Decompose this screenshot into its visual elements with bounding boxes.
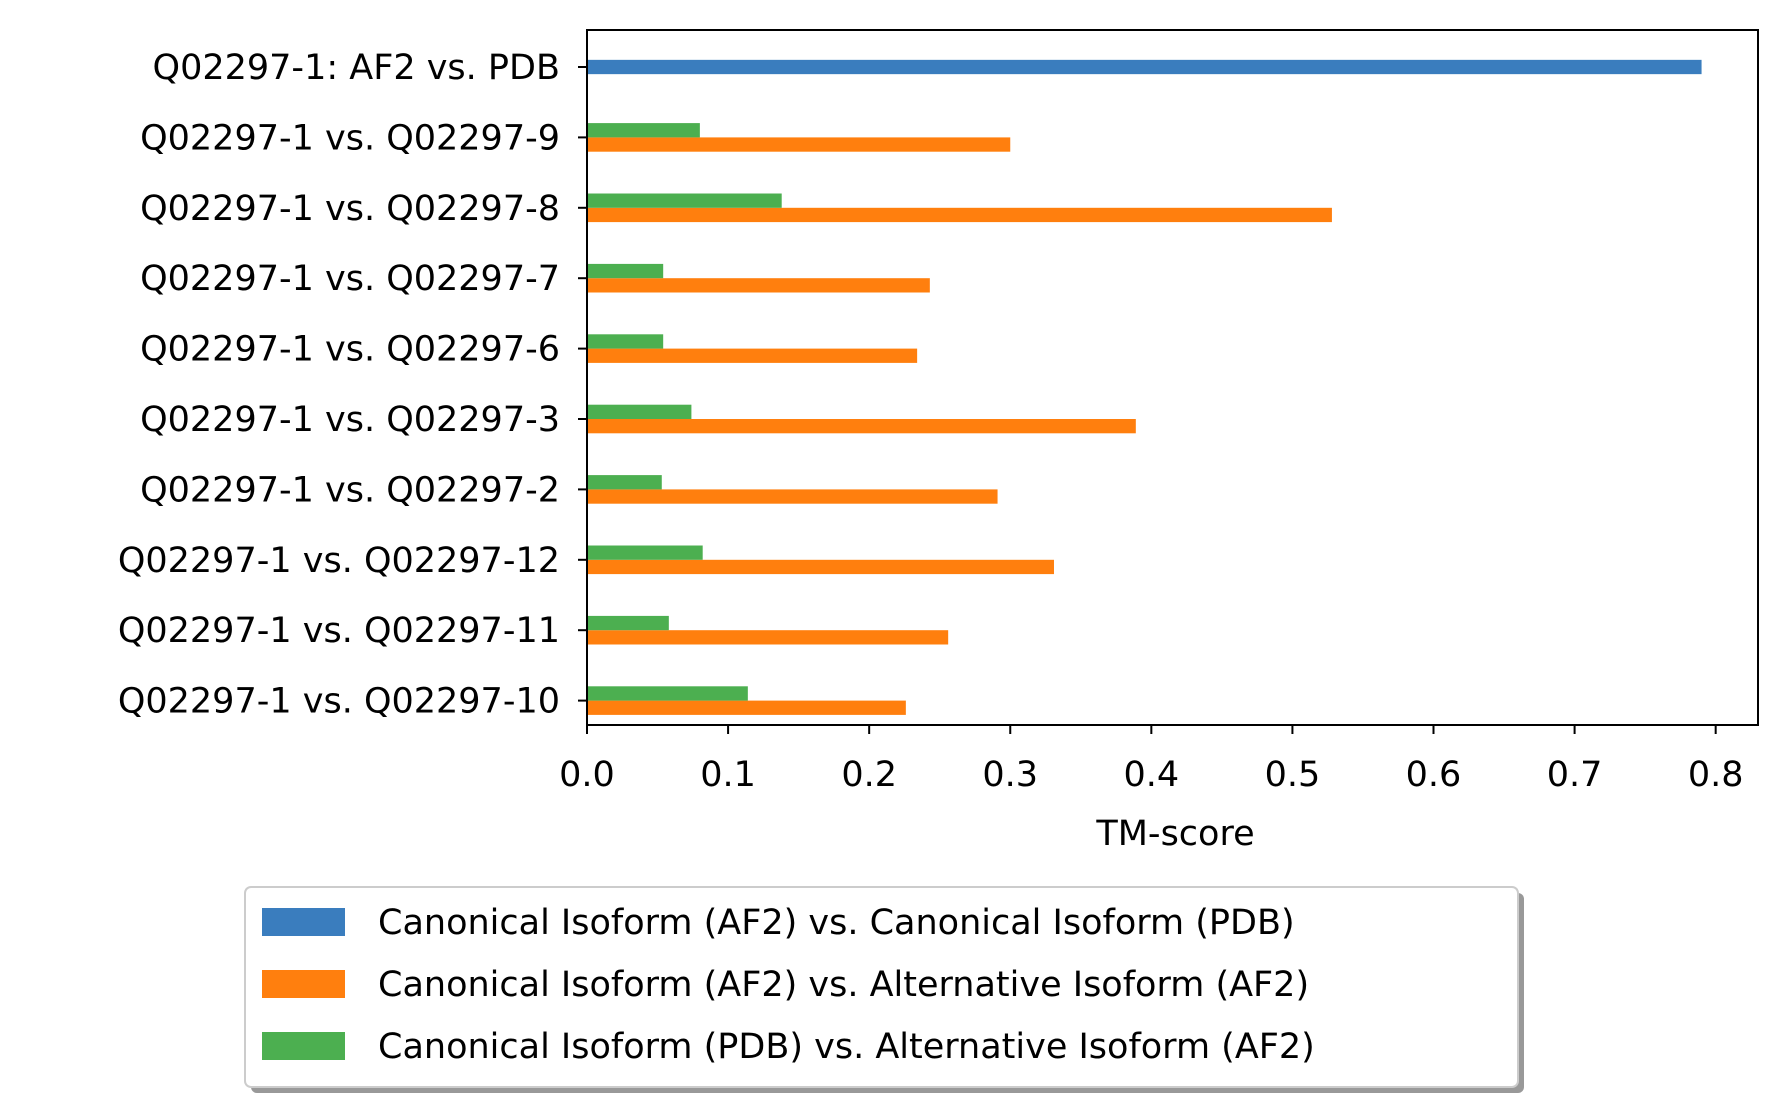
x-tick-label: 0.4 xyxy=(1124,755,1180,795)
bar-series-1-row-2 xyxy=(587,207,1332,223)
legend-label: Canonical Isoform (PDB) vs. Alternative … xyxy=(378,1027,1315,1067)
bar-series-1-row-6 xyxy=(587,489,998,504)
bar-series-2-row-3 xyxy=(587,263,664,279)
y-tick-label: Q02297-1 vs. Q02297-3 xyxy=(140,400,560,440)
legend-swatch xyxy=(262,908,345,936)
bar-series-1-row-4 xyxy=(587,348,918,363)
y-tick-label: Q02297-1: AF2 vs. PDB xyxy=(153,48,560,88)
x-tick-label: 0.8 xyxy=(1688,755,1744,795)
y-axis: Q02297-1: AF2 vs. PDB Q02297-1 vs. Q02297… xyxy=(118,48,587,722)
legend-label: Canonical Isoform (AF2) vs. Alternative … xyxy=(378,965,1309,1005)
bar-series-2-row-7 xyxy=(587,545,703,560)
legend-swatch xyxy=(262,1032,345,1060)
y-tick-label: Q02297-1 vs. Q02297-10 xyxy=(118,682,560,722)
plot-frame xyxy=(586,29,1759,726)
x-tick-label: 0.3 xyxy=(982,755,1038,795)
y-tick-label: Q02297-1 vs. Q02297-6 xyxy=(140,330,560,370)
bar-series-1-row-5 xyxy=(587,419,1136,434)
y-tick-label: Q02297-1 vs. Q02297-2 xyxy=(140,470,560,510)
bar-series-2-row-6 xyxy=(587,475,662,490)
y-tick-label: Q02297-1 vs. Q02297-11 xyxy=(118,611,560,651)
x-tick-label: 0.7 xyxy=(1547,755,1603,795)
bar-series-1-row-7 xyxy=(587,559,1054,575)
x-tick-label: 0.6 xyxy=(1406,755,1462,795)
bar-series-1-row-3 xyxy=(587,278,930,293)
y-tick-label: Q02297-1 vs. Q02297-9 xyxy=(140,118,560,158)
y-tick-label: Q02297-1 vs. Q02297-7 xyxy=(140,259,560,299)
bar-series-2-row-1 xyxy=(587,123,700,138)
x-tick-label: 0.0 xyxy=(559,755,615,795)
bar-series-2-row-4 xyxy=(587,334,664,349)
x-tick-label: 0.5 xyxy=(1265,755,1321,795)
bar-series-2-row-5 xyxy=(587,404,692,419)
x-axis: 0.0 0.1 0.2 0.3 0.4 0.5 0.6 0.7 0.8 xyxy=(559,725,1744,795)
legend-label: Canonical Isoform (AF2) vs. Canonical Is… xyxy=(378,903,1295,943)
x-axis-title: TM-score xyxy=(1095,814,1254,854)
legend: Canonical Isoform (AF2) vs. Canonical Is… xyxy=(244,886,1524,1093)
bar-series-2-row-9 xyxy=(587,686,748,701)
legend-box xyxy=(244,886,1519,1088)
bar-series-0-row-0 xyxy=(587,59,1702,75)
bar-series-1-row-1 xyxy=(587,137,1011,152)
bar-series-1-row-8 xyxy=(587,630,949,645)
x-tick-label: 0.2 xyxy=(841,755,897,795)
bar-series-2-row-2 xyxy=(587,193,782,208)
bar-series-2-row-8 xyxy=(587,615,669,631)
legend-swatch xyxy=(262,970,345,998)
bars-layer xyxy=(587,59,1702,715)
bar-series-1-row-9 xyxy=(587,700,906,715)
y-tick-label: Q02297-1 vs. Q02297-8 xyxy=(140,189,560,229)
x-tick-label: 0.1 xyxy=(700,755,756,795)
y-tick-label: Q02297-1 vs. Q02297-12 xyxy=(118,541,560,581)
